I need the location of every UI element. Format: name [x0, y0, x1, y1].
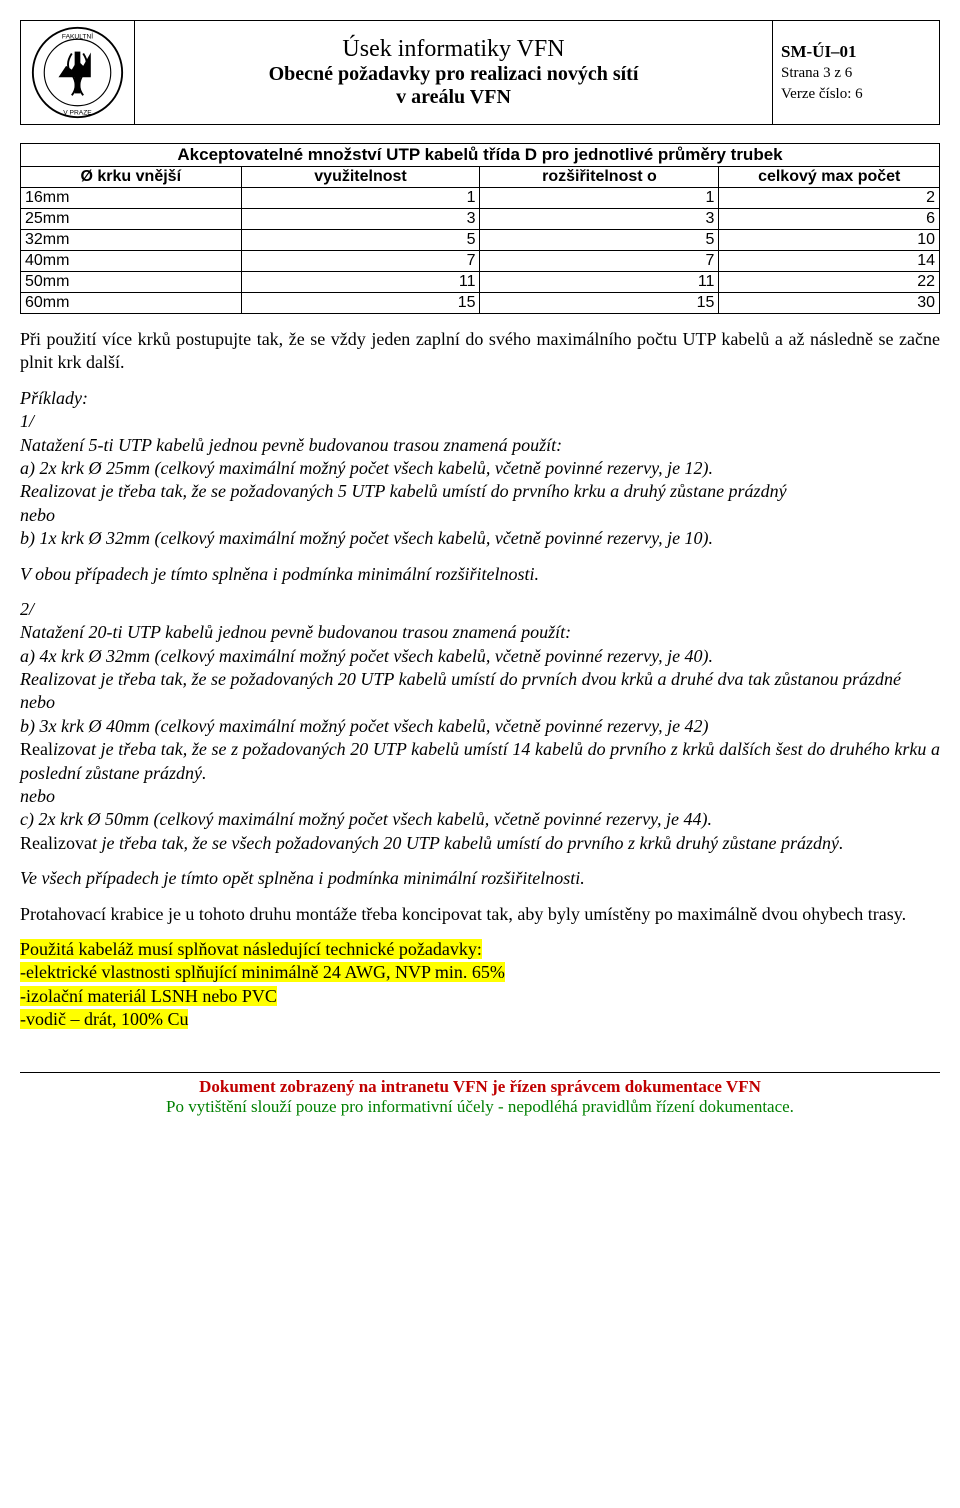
document-header: FAKULTNÍ V PRAZE Úsek informatiky VFN Ob…: [20, 20, 940, 125]
table-cell: 16mm: [21, 188, 242, 209]
nebo: nebo: [20, 692, 55, 712]
example-line: a) 2x krk Ø 25mm (celkový maximální možn…: [20, 458, 713, 478]
page-footer: Dokument zobrazený na intranetu VFN je ř…: [20, 1072, 940, 1117]
example-line: Realizovat je třeba tak, že se požadovan…: [20, 481, 787, 501]
col-header: celkový max počet: [719, 167, 940, 188]
table-row: 40mm7714: [21, 251, 940, 272]
col-header: rozšiřitelnost o: [480, 167, 719, 188]
requirement-line: -izolační materiál LSNH nebo PVC: [20, 986, 277, 1006]
table-cell: 5: [241, 230, 480, 251]
table-row: 32mm5510: [21, 230, 940, 251]
logo-cell: FAKULTNÍ V PRAZE: [21, 21, 135, 125]
table-cell: 60mm: [21, 293, 242, 314]
table-cell: 11: [241, 272, 480, 293]
col-header: Ø krku vnější: [21, 167, 242, 188]
table-title: Akceptovatelné množství UTP kabelů třída…: [21, 144, 940, 167]
example-line: a) 4x krk Ø 32mm (celkový maximální možn…: [20, 646, 713, 666]
table-cell: 3: [480, 209, 719, 230]
title-line3: v areálu VFN: [143, 86, 764, 109]
utp-capacity-table: Akceptovatelné množství UTP kabelů třída…: [20, 143, 940, 314]
highlighted-requirements: Použitá kabeláž musí splňovat následujíc…: [20, 938, 940, 1032]
table-cell: 2: [719, 188, 940, 209]
table-cell: 1: [241, 188, 480, 209]
table-cell: 11: [480, 272, 719, 293]
svg-text:FAKULTNÍ: FAKULTNÍ: [62, 31, 93, 40]
table-cell: 7: [241, 251, 480, 272]
paragraph: Protahovací krabice je u tohoto druhu mo…: [20, 903, 940, 926]
footer-line1: Dokument zobrazený na intranetu VFN je ř…: [20, 1077, 940, 1097]
nebo: nebo: [20, 505, 55, 525]
example-number: 1/: [20, 411, 34, 431]
table-cell: 5: [480, 230, 719, 251]
table-cell: 10: [719, 230, 940, 251]
example-summary: Ve všech případech je tímto opět splněna…: [20, 867, 940, 890]
table-cell: 40mm: [21, 251, 242, 272]
table-cell: 14: [719, 251, 940, 272]
table-cell: 15: [480, 293, 719, 314]
example-line: Natažení 20-ti UTP kabelů jednou pevně b…: [20, 622, 571, 642]
title-line2: Obecné požadavky pro realizaci nových sí…: [143, 63, 764, 86]
examples-head: Příklady:: [20, 388, 88, 408]
title-line1: Úsek informatiky VFN: [143, 36, 764, 63]
doc-code: SM-ÚI–01: [781, 40, 931, 64]
table-cell: 15: [241, 293, 480, 314]
table-cell: 6: [719, 209, 940, 230]
requirement-line: -vodič – drát, 100% Cu: [20, 1009, 188, 1029]
table-cell: 1: [480, 188, 719, 209]
table-row: 16mm112: [21, 188, 940, 209]
example-number: 2/: [20, 599, 34, 619]
table-row: 50mm111122: [21, 272, 940, 293]
table-cell: 50mm: [21, 272, 242, 293]
example-block-1: Příklady: 1/ Natažení 5-ti UTP kabelů je…: [20, 387, 940, 551]
requirement-line: Použitá kabeláž musí splňovat následujíc…: [20, 939, 482, 959]
doc-page: Strana 3 z 6: [781, 63, 931, 84]
svg-text:V PRAZE: V PRAZE: [63, 109, 92, 116]
meta-cell: SM-ÚI–01 Strana 3 z 6 Verze číslo: 6: [773, 21, 940, 125]
doc-version: Verze číslo: 6: [781, 84, 931, 105]
example-line: c) 2x krk Ø 50mm (celkový maximální možn…: [20, 809, 712, 829]
table-cell: 30: [719, 293, 940, 314]
table-cell: 25mm: [21, 209, 242, 230]
example-line-mixed: Realizovat je třeba tak, že se z požadov…: [20, 739, 940, 782]
faculty-seal-icon: FAKULTNÍ V PRAZE: [30, 25, 125, 120]
table-row: 60mm151530: [21, 293, 940, 314]
example-block-2: 2/ Natažení 20-ti UTP kabelů jednou pevn…: [20, 598, 940, 855]
col-header: využitelnost: [241, 167, 480, 188]
example-line: b) 3x krk Ø 40mm (celkový maximální možn…: [20, 716, 709, 736]
table-cell: 22: [719, 272, 940, 293]
table-cell: 7: [480, 251, 719, 272]
table-header-row: Ø krku vnější využitelnost rozšiřitelnos…: [21, 167, 940, 188]
example-summary: V obou případech je tímto splněna i podm…: [20, 563, 940, 586]
example-line: Realizovat je třeba tak, že se požadovan…: [20, 669, 901, 689]
title-cell: Úsek informatiky VFN Obecné požadavky pr…: [135, 21, 773, 125]
paragraph: Při použití více krků postupujte tak, že…: [20, 328, 940, 375]
table-row: 25mm336: [21, 209, 940, 230]
table-cell: 32mm: [21, 230, 242, 251]
example-line-mixed: Realizovat je třeba tak, že se všech pož…: [20, 833, 844, 853]
nebo: nebo: [20, 786, 55, 806]
example-line: b) 1x krk Ø 32mm (celkový maximální možn…: [20, 528, 713, 548]
table-cell: 3: [241, 209, 480, 230]
footer-line2: Po vytištění slouží pouze pro informativ…: [20, 1097, 940, 1117]
example-line: Natažení 5-ti UTP kabelů jednou pevně bu…: [20, 435, 562, 455]
requirement-line: -elektrické vlastnosti splňující minimál…: [20, 962, 505, 982]
